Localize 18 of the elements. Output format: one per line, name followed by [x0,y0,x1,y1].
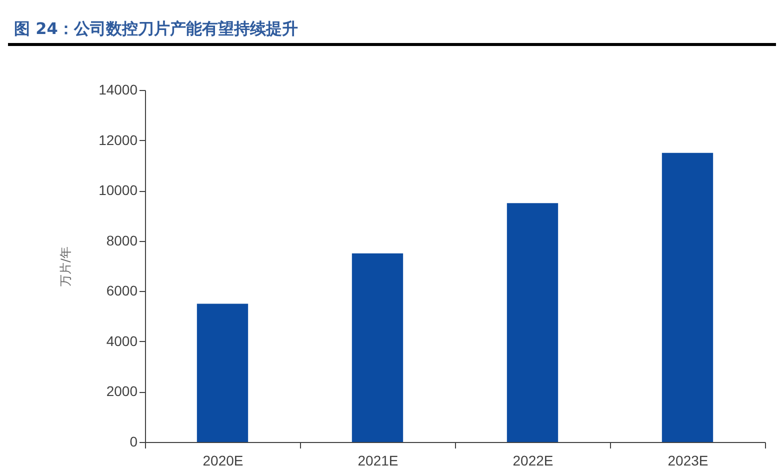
y-tick-label: 0 [130,434,138,450]
x-tick-label: 2021E [358,452,398,468]
bar [662,152,714,442]
y-tick-label: 4000 [106,332,138,349]
y-tick-label: 10000 [98,182,138,198]
y-tick-label: 14000 [98,82,138,98]
y-axis-title: 万片/年 [58,246,73,287]
y-tick-label: 2000 [106,383,138,400]
x-tick-label: 2022E [512,452,554,468]
y-tick-label: 12000 [98,132,138,148]
bar [196,304,248,442]
bar [506,203,558,442]
y-tick-label: 6000 [106,282,138,299]
bar [352,253,404,442]
x-tick-label: 2020E [202,452,244,468]
x-tick-label: 2023E [668,452,708,468]
y-tick-label: 8000 [106,232,138,248]
chart-title: 图 24：公司数控刀片产能有望持续提升 [8,0,776,46]
